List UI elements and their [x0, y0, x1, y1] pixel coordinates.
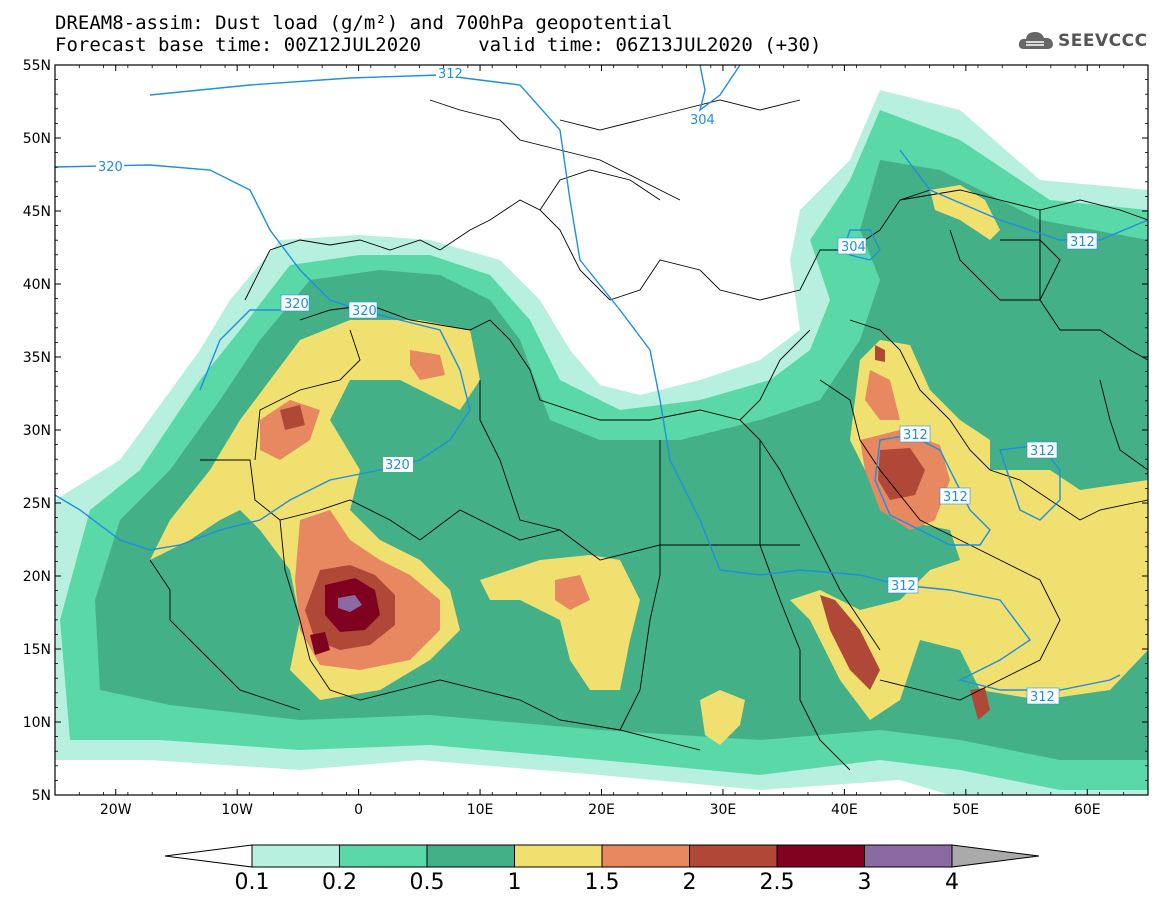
- lon-label: 20W: [100, 802, 132, 818]
- lat-label: 40N: [23, 277, 51, 293]
- longitude-labels: 20W 10W 0 10E 20E 30E 40E 50E 60E: [100, 802, 1101, 818]
- svg-text:304: 304: [841, 240, 866, 255]
- contour-label-320-c: 320: [348, 301, 378, 319]
- svg-text:312: 312: [891, 579, 916, 594]
- dust-region-3: [338, 595, 362, 612]
- lon-label: 10E: [467, 802, 494, 818]
- lat-label: 10N: [23, 715, 51, 731]
- contour-label-312-c: 312: [899, 425, 931, 443]
- lat-label: 30N: [23, 423, 51, 439]
- contour-label-312-e: 312: [939, 487, 971, 505]
- dust-region-1-arabia: [790, 340, 1148, 720]
- svg-text:312: 312: [1030, 444, 1055, 459]
- contour-label-312-b: 312: [1066, 232, 1098, 250]
- forecast-time-subtitle: Forecast base time: 00Z12JUL2020 valid t…: [55, 34, 822, 56]
- colorbar-swatch: [339, 844, 428, 868]
- dust-region-1-sudan: [700, 690, 745, 745]
- svg-text:304: 304: [690, 113, 715, 128]
- svg-text:320: 320: [385, 458, 410, 473]
- colorbar-level-label: 0.2: [322, 870, 357, 895]
- colorbar-swatch: [864, 844, 953, 868]
- colorbar-swatch: [426, 844, 515, 868]
- contour-label-312-g: 312: [1026, 687, 1060, 705]
- lat-label: 45N: [23, 204, 51, 220]
- colorbar-swatch: [514, 844, 603, 868]
- lon-label: 20E: [588, 802, 615, 818]
- cloud-logo-icon: [1018, 32, 1053, 49]
- lon-label: 10W: [221, 802, 253, 818]
- contour-label-320-b: 320: [280, 294, 310, 312]
- colorbar-swatch: [689, 844, 778, 868]
- lat-label: 50N: [23, 131, 51, 147]
- colorbar-level-label: 3: [858, 870, 872, 895]
- dust-region-2.5: [310, 578, 380, 655]
- svg-text:320: 320: [98, 160, 123, 175]
- contour-304-caspian: [844, 229, 881, 261]
- colorbar-level-label: 2: [683, 870, 697, 895]
- contour-label-320-d: 320: [383, 457, 413, 473]
- contour-label-304-b: 304: [837, 237, 867, 255]
- seevccc-logo: SEEVCCC: [1018, 27, 1148, 55]
- contour-label-312-d: 312: [1026, 441, 1058, 459]
- colorbar-swatch: [601, 844, 690, 868]
- lat-label: 20N: [23, 569, 51, 585]
- map-title: DREAM8-assim: Dust load (g/m²) and 700hP…: [55, 12, 673, 34]
- colorbar: 0.1 0.2 0.5 1 1.5 2 2.5 3 4: [164, 844, 1040, 895]
- svg-text:320: 320: [352, 304, 377, 319]
- contour-320-west: [199, 309, 290, 391]
- lon-label: 60E: [1074, 802, 1101, 818]
- lon-label: 50E: [952, 802, 979, 818]
- lat-label: 35N: [23, 350, 51, 366]
- svg-text:312: 312: [1030, 690, 1055, 705]
- contour-label-304-a: 304: [688, 112, 715, 128]
- lat-label: 15N: [23, 642, 51, 658]
- colorbar-level-label: 0.5: [410, 870, 445, 895]
- colorbar-under-arrow: [164, 844, 253, 868]
- country-borders: [149, 99, 1148, 771]
- svg-text:312: 312: [943, 490, 968, 505]
- contour-312-east: [899, 149, 1148, 241]
- lat-label: 25N: [23, 496, 51, 512]
- lon-label: 0: [354, 802, 363, 818]
- axis-ticks: [54, 64, 1149, 796]
- latitude-labels: 55N 50N 45N 40N 35N 30N 25N 20N 15N 10N 5N: [23, 58, 51, 804]
- colorbar-swatch: [776, 844, 865, 868]
- colorbar-level-label: 1.5: [585, 870, 620, 895]
- lat-label: 5N: [32, 788, 51, 804]
- colorbar-level-label: 2.5: [760, 870, 795, 895]
- svg-text:312: 312: [1070, 235, 1095, 250]
- contour-label-312-a: 312: [436, 66, 463, 82]
- contour-312-gulf: [874, 434, 991, 546]
- contour-labels: 312 304 320 320 320 304 312 312: [96, 66, 1098, 705]
- colorbar-level-label: 1: [508, 870, 522, 895]
- svg-text:312: 312: [903, 428, 928, 443]
- dust-region-1-caspian: [930, 185, 1000, 240]
- contour-320: [55, 164, 471, 551]
- contour-label-312-f: 312: [887, 576, 919, 594]
- contour-label-320-a: 320: [96, 159, 124, 175]
- lon-label: 30E: [710, 802, 737, 818]
- colorbar-swatch: [251, 844, 340, 868]
- contour-304-north: [698, 65, 741, 112]
- svg-text:312: 312: [438, 67, 463, 82]
- svg-text:320: 320: [284, 297, 309, 312]
- colorbar-over-arrow: [951, 844, 1040, 868]
- dust-region-1-chad: [480, 555, 640, 690]
- lon-label: 40E: [831, 802, 858, 818]
- colorbar-level-label: 4: [945, 870, 959, 895]
- colorbar-level-label: 0.1: [235, 870, 270, 895]
- logo-text: SEEVCCC: [1058, 31, 1148, 51]
- contour-312-north: [149, 74, 1121, 691]
- lat-label: 55N: [23, 58, 51, 74]
